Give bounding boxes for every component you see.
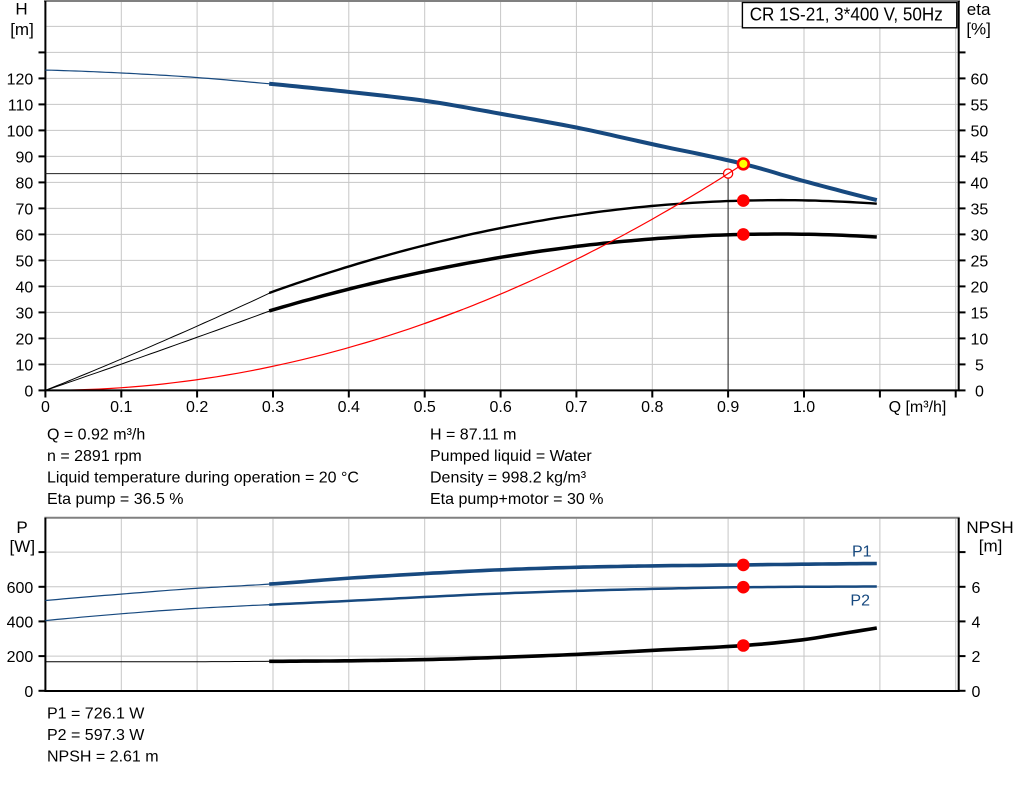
- svg-text:P2: P2: [850, 593, 870, 610]
- svg-text:120: 120: [7, 71, 34, 88]
- svg-text:P: P: [16, 518, 27, 537]
- svg-text:0.2: 0.2: [186, 399, 208, 416]
- svg-text:Density = 998.2 kg/m³: Density = 998.2 kg/m³: [430, 469, 587, 486]
- svg-text:25: 25: [971, 253, 989, 270]
- svg-text:Pumped liquid = Water: Pumped liquid = Water: [430, 448, 592, 465]
- svg-text:P1 = 726.1 W: P1 = 726.1 W: [47, 706, 145, 723]
- svg-text:NPSH = 2.61 m: NPSH = 2.61 m: [47, 749, 159, 766]
- svg-text:0.3: 0.3: [262, 399, 284, 416]
- svg-text:0.4: 0.4: [338, 399, 360, 416]
- svg-text:Eta pump = 36.5 %: Eta pump = 36.5 %: [47, 491, 184, 508]
- svg-text:400: 400: [7, 614, 34, 631]
- svg-text:5: 5: [975, 357, 984, 374]
- svg-text:[m]: [m]: [979, 536, 1003, 555]
- svg-text:110: 110: [8, 97, 34, 114]
- svg-text:10: 10: [971, 331, 989, 348]
- svg-text:600: 600: [7, 580, 34, 597]
- svg-text:P2 = 597.3 W: P2 = 597.3 W: [47, 727, 145, 744]
- svg-text:6: 6: [972, 580, 981, 597]
- svg-text:Liquid temperature during oper: Liquid temperature during operation = 20…: [47, 469, 359, 486]
- svg-text:1.0: 1.0: [793, 399, 815, 416]
- svg-text:0: 0: [41, 399, 50, 416]
- svg-text:60: 60: [16, 227, 34, 244]
- svg-text:20: 20: [971, 279, 989, 296]
- svg-text:[m]: [m]: [10, 20, 34, 39]
- svg-text:Eta pump+motor = 30 %: Eta pump+motor = 30 %: [430, 491, 603, 508]
- svg-text:n = 2891 rpm: n = 2891 rpm: [47, 448, 142, 465]
- svg-text:30: 30: [16, 305, 34, 322]
- svg-text:0.5: 0.5: [414, 399, 436, 416]
- svg-text:200: 200: [7, 649, 34, 666]
- svg-text:90: 90: [16, 149, 34, 166]
- svg-text:10: 10: [16, 357, 34, 374]
- svg-text:35: 35: [971, 201, 989, 218]
- svg-text:0: 0: [972, 684, 981, 701]
- svg-text:20: 20: [16, 331, 34, 348]
- svg-text:0.7: 0.7: [565, 399, 587, 416]
- svg-text:0.9: 0.9: [717, 399, 739, 416]
- svg-text:H: H: [15, 0, 27, 19]
- svg-text:70: 70: [16, 201, 34, 218]
- svg-text:eta: eta: [967, 0, 991, 19]
- svg-text:40: 40: [971, 175, 989, 192]
- svg-text:15: 15: [971, 305, 989, 322]
- svg-text:2: 2: [972, 649, 981, 666]
- svg-text:CR 1S-21, 3*400 V, 50Hz: CR 1S-21, 3*400 V, 50Hz: [750, 4, 943, 25]
- svg-text:Q [m³/h]: Q [m³/h]: [889, 399, 947, 416]
- svg-text:0: 0: [24, 383, 33, 400]
- svg-text:80: 80: [16, 175, 34, 192]
- svg-text:45: 45: [971, 149, 989, 166]
- svg-text:0: 0: [24, 684, 33, 701]
- svg-text:H = 87.11 m: H = 87.11 m: [430, 426, 516, 443]
- svg-text:50: 50: [971, 123, 989, 140]
- svg-text:30: 30: [971, 227, 989, 244]
- svg-text:[W]: [W]: [10, 537, 36, 556]
- svg-text:4: 4: [972, 614, 981, 631]
- svg-text:60: 60: [971, 71, 989, 88]
- svg-text:40: 40: [16, 279, 34, 296]
- svg-text:100: 100: [7, 123, 34, 140]
- svg-text:[%]: [%]: [966, 20, 991, 39]
- svg-text:Q = 0.92 m³/h: Q = 0.92 m³/h: [47, 426, 145, 443]
- svg-text:0: 0: [975, 383, 984, 400]
- svg-text:0.6: 0.6: [489, 399, 511, 416]
- svg-text:50: 50: [16, 253, 34, 270]
- svg-text:0.8: 0.8: [641, 399, 663, 416]
- svg-text:0.1: 0.1: [110, 399, 132, 416]
- svg-text:NPSH: NPSH: [966, 518, 1013, 537]
- svg-text:P1: P1: [852, 543, 872, 560]
- svg-text:55: 55: [971, 97, 989, 114]
